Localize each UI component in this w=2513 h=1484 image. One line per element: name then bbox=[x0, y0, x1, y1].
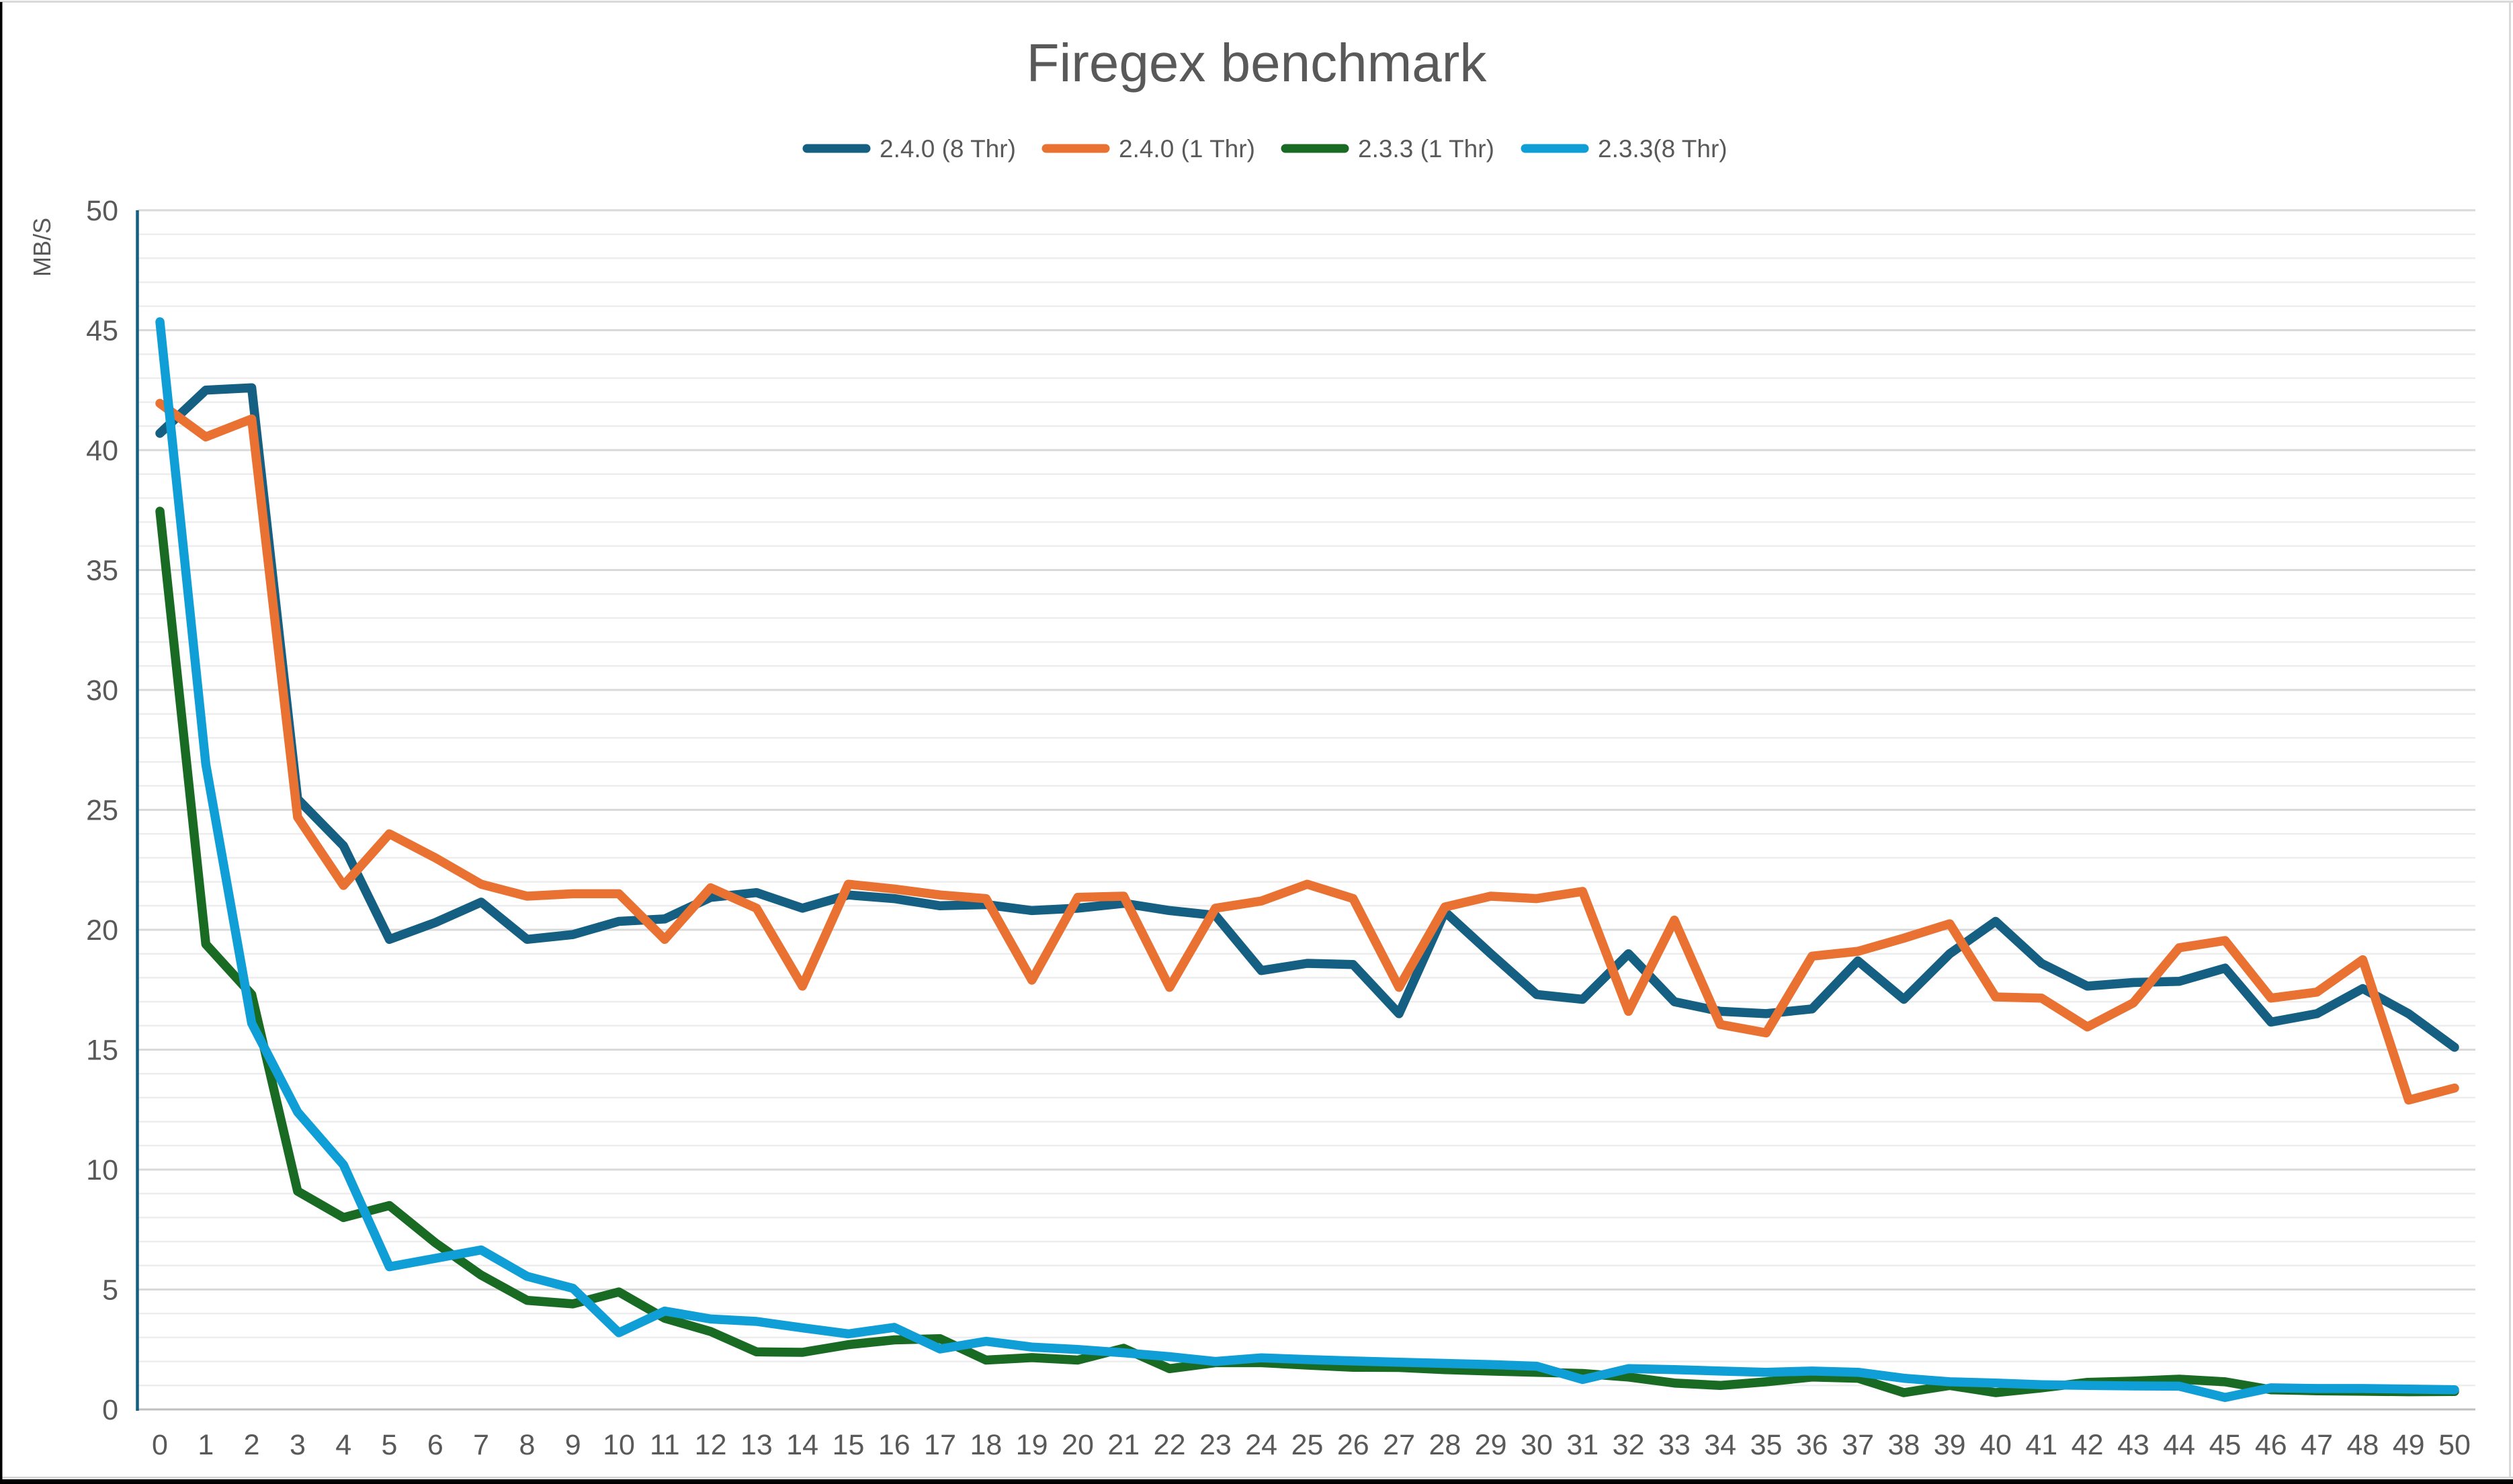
svg-text:50: 50 bbox=[86, 195, 118, 227]
svg-text:0: 0 bbox=[102, 1394, 118, 1426]
svg-text:7: 7 bbox=[473, 1429, 489, 1461]
svg-text:MB/S: MB/S bbox=[28, 218, 56, 277]
svg-text:8: 8 bbox=[519, 1429, 535, 1461]
svg-text:5: 5 bbox=[382, 1429, 398, 1461]
svg-text:2.3.3(8 Thr): 2.3.3(8 Thr) bbox=[1598, 135, 1728, 163]
svg-text:2.4.0 (1 Thr): 2.4.0 (1 Thr) bbox=[1119, 135, 1255, 163]
svg-text:45: 45 bbox=[2209, 1429, 2242, 1461]
svg-text:25: 25 bbox=[86, 795, 118, 827]
svg-text:30: 30 bbox=[86, 674, 118, 707]
svg-text:23: 23 bbox=[1199, 1429, 1232, 1461]
svg-text:40: 40 bbox=[86, 435, 118, 467]
svg-text:35: 35 bbox=[86, 555, 118, 587]
svg-text:17: 17 bbox=[924, 1429, 956, 1461]
svg-text:33: 33 bbox=[1658, 1429, 1691, 1461]
svg-text:27: 27 bbox=[1383, 1429, 1415, 1461]
svg-text:2: 2 bbox=[244, 1429, 260, 1461]
svg-text:19: 19 bbox=[1016, 1429, 1048, 1461]
svg-text:6: 6 bbox=[427, 1429, 443, 1461]
svg-text:Firegex benchmark: Firegex benchmark bbox=[1027, 33, 1488, 93]
svg-text:35: 35 bbox=[1750, 1429, 1783, 1461]
svg-text:43: 43 bbox=[2117, 1429, 2149, 1461]
svg-text:49: 49 bbox=[2393, 1429, 2425, 1461]
svg-text:11: 11 bbox=[650, 1429, 680, 1461]
svg-text:3: 3 bbox=[290, 1429, 306, 1461]
svg-text:31: 31 bbox=[1566, 1429, 1599, 1461]
svg-text:20: 20 bbox=[1062, 1429, 1094, 1461]
svg-text:47: 47 bbox=[2301, 1429, 2333, 1461]
svg-text:1: 1 bbox=[198, 1429, 214, 1461]
svg-text:44: 44 bbox=[2163, 1429, 2195, 1461]
svg-text:0: 0 bbox=[152, 1429, 168, 1461]
svg-text:4: 4 bbox=[335, 1429, 351, 1461]
svg-text:2.3.3 (1 Thr): 2.3.3 (1 Thr) bbox=[1358, 135, 1494, 163]
svg-text:40: 40 bbox=[1979, 1429, 2012, 1461]
svg-text:9: 9 bbox=[565, 1429, 581, 1461]
svg-text:26: 26 bbox=[1337, 1429, 1369, 1461]
svg-text:10: 10 bbox=[603, 1429, 635, 1461]
svg-text:12: 12 bbox=[695, 1429, 727, 1461]
svg-text:39: 39 bbox=[1934, 1429, 1966, 1461]
svg-text:25: 25 bbox=[1291, 1429, 1324, 1461]
svg-text:16: 16 bbox=[878, 1429, 910, 1461]
svg-text:15: 15 bbox=[86, 1035, 118, 1067]
svg-text:45: 45 bbox=[86, 315, 118, 347]
svg-text:46: 46 bbox=[2255, 1429, 2287, 1461]
svg-text:32: 32 bbox=[1613, 1429, 1645, 1461]
svg-text:13: 13 bbox=[740, 1429, 773, 1461]
svg-text:15: 15 bbox=[833, 1429, 865, 1461]
svg-text:34: 34 bbox=[1704, 1429, 1736, 1461]
svg-text:18: 18 bbox=[970, 1429, 1002, 1461]
svg-text:28: 28 bbox=[1429, 1429, 1461, 1461]
svg-text:37: 37 bbox=[1842, 1429, 1874, 1461]
svg-text:29: 29 bbox=[1475, 1429, 1507, 1461]
svg-text:41: 41 bbox=[2025, 1429, 2057, 1461]
svg-text:50: 50 bbox=[2438, 1429, 2471, 1461]
svg-text:5: 5 bbox=[102, 1274, 118, 1307]
svg-text:24: 24 bbox=[1245, 1429, 1277, 1461]
svg-text:21: 21 bbox=[1107, 1429, 1140, 1461]
svg-text:30: 30 bbox=[1521, 1429, 1553, 1461]
svg-text:36: 36 bbox=[1796, 1429, 1828, 1461]
svg-text:48: 48 bbox=[2346, 1429, 2379, 1461]
svg-text:42: 42 bbox=[2072, 1429, 2104, 1461]
svg-text:38: 38 bbox=[1887, 1429, 1920, 1461]
svg-text:22: 22 bbox=[1154, 1429, 1186, 1461]
svg-text:20: 20 bbox=[86, 914, 118, 947]
svg-text:2.4.0 (8 Thr): 2.4.0 (8 Thr) bbox=[880, 135, 1016, 163]
svg-text:14: 14 bbox=[786, 1429, 818, 1461]
svg-text:10: 10 bbox=[86, 1154, 118, 1186]
